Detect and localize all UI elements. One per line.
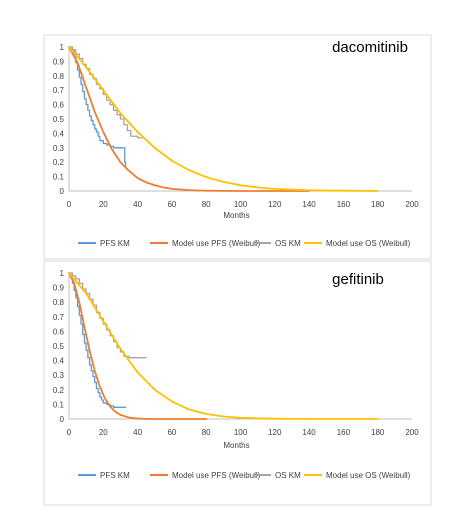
series-line-1 bbox=[68, 272, 127, 408]
x-tick-label: 20 bbox=[99, 200, 108, 209]
series-line-4 bbox=[68, 272, 379, 420]
y-tick-label: 0.8 bbox=[53, 72, 65, 81]
x-tick-label: 60 bbox=[167, 200, 176, 209]
y-tick-label: 0.6 bbox=[53, 101, 65, 110]
x-tick-label: 120 bbox=[268, 428, 282, 437]
y-tick-label: 0.3 bbox=[53, 144, 65, 153]
x-tick-label: 100 bbox=[234, 428, 248, 437]
chart-title: dacomitinib bbox=[332, 39, 408, 56]
y-tick-label: 0.9 bbox=[53, 57, 65, 66]
legend-label: OS KM bbox=[275, 471, 301, 480]
x-tick-label: 200 bbox=[405, 428, 419, 437]
chart-border bbox=[43, 34, 432, 260]
series-line-2 bbox=[68, 46, 310, 192]
y-tick-label: 0.1 bbox=[53, 173, 65, 182]
series-line-1 bbox=[68, 46, 127, 169]
chart-panel-2: 0 0.1 0.2 0.3 0.4 0.5 0.6 0.7 0.8 0.9 1 0 20 40 60 80 10… bbox=[43, 260, 432, 506]
series-line-4 bbox=[68, 46, 379, 192]
x-tick-label: 80 bbox=[202, 428, 211, 437]
x-tick-label: 0 bbox=[67, 200, 72, 209]
y-tick-label: 0.9 bbox=[53, 284, 65, 293]
y-tick-label: 1 bbox=[60, 43, 65, 52]
y-tick-label: 0.5 bbox=[53, 115, 65, 124]
x-tick-label: 40 bbox=[133, 200, 142, 209]
x-tick-label: 140 bbox=[302, 428, 316, 437]
series-line-2 bbox=[68, 272, 208, 420]
y-tick-label: 0.7 bbox=[53, 86, 65, 95]
x-tick-label: 160 bbox=[337, 428, 351, 437]
chart-panel-1: 0 0.1 0.2 0.3 0.4 0.5 0.6 0.7 0.8 0.9 1 0 20 40 60 80 10… bbox=[43, 34, 432, 260]
x-tick-label: 40 bbox=[133, 428, 142, 437]
chart-border bbox=[43, 260, 432, 506]
y-tick-label: 0.4 bbox=[53, 129, 65, 138]
x-tick-label: 200 bbox=[405, 200, 419, 209]
x-tick-label: 180 bbox=[371, 200, 385, 209]
y-tick-label: 0.4 bbox=[53, 357, 65, 366]
legend-label: OS KM bbox=[275, 239, 301, 248]
legend-label: PFS KM bbox=[100, 239, 130, 248]
x-axis-title: Months bbox=[223, 441, 249, 450]
y-tick-label: 0.2 bbox=[53, 386, 65, 395]
x-tick-label: 80 bbox=[202, 200, 211, 209]
y-tick-label: 0.3 bbox=[53, 371, 65, 380]
x-tick-label: 160 bbox=[337, 200, 351, 209]
legend-label: PFS KM bbox=[100, 471, 130, 480]
x-tick-label: 180 bbox=[371, 428, 385, 437]
y-tick-label: 0.6 bbox=[53, 327, 65, 336]
y-tick-label: 0 bbox=[60, 415, 65, 424]
legend-label: Model use PFS (Weibull) bbox=[172, 239, 261, 248]
legend-label: Model use PFS (Weibull) bbox=[172, 471, 261, 480]
x-axis-title: Months bbox=[223, 211, 249, 220]
x-tick-label: 100 bbox=[234, 200, 248, 209]
legend-label: Model use OS (Weibull) bbox=[326, 239, 411, 248]
x-tick-label: 120 bbox=[268, 200, 282, 209]
y-tick-label: 0.1 bbox=[53, 400, 65, 409]
y-tick-label: 1 bbox=[60, 269, 65, 278]
x-tick-label: 60 bbox=[167, 428, 176, 437]
x-tick-label: 20 bbox=[99, 428, 108, 437]
y-tick-label: 0.2 bbox=[53, 158, 65, 167]
x-tick-label: 0 bbox=[67, 428, 72, 437]
x-tick-label: 140 bbox=[302, 200, 316, 209]
y-tick-label: 0.7 bbox=[53, 313, 65, 322]
y-tick-label: 0 bbox=[60, 187, 65, 196]
chart-title: gefitinib bbox=[332, 271, 384, 288]
y-tick-label: 0.5 bbox=[53, 342, 65, 351]
legend-label: Model use OS (Weibull) bbox=[326, 471, 411, 480]
y-tick-label: 0.8 bbox=[53, 298, 65, 307]
